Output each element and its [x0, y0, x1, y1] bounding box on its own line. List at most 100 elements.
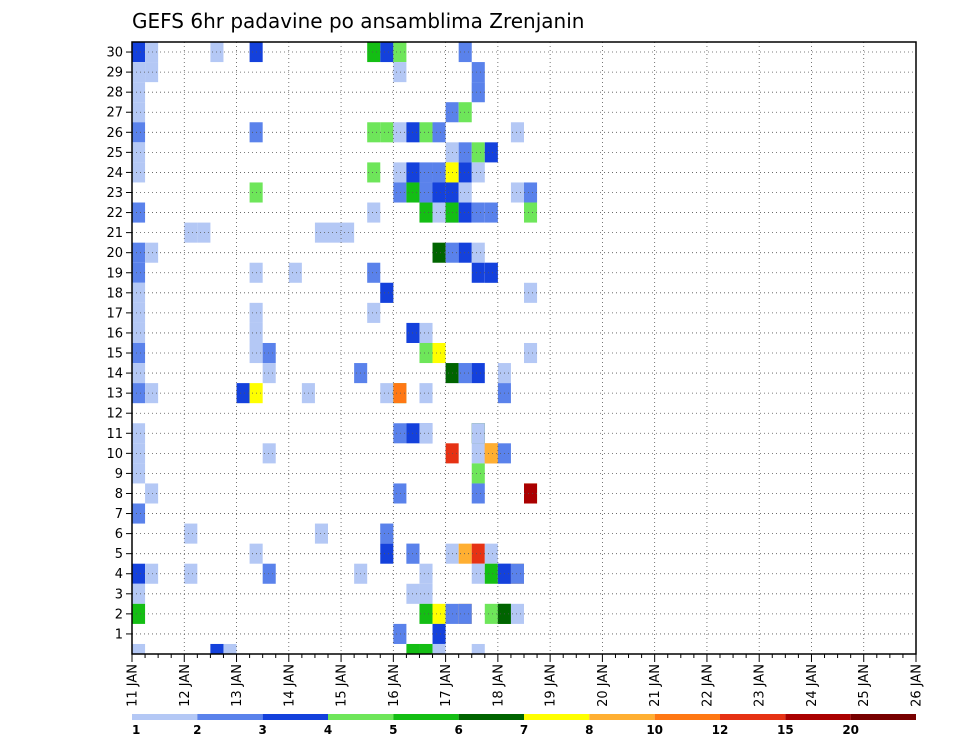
- legend-swatch: [132, 714, 198, 720]
- precip-cell: [288, 262, 302, 283]
- precip-cell: [367, 162, 381, 183]
- legend-label: 5: [389, 723, 397, 737]
- precip-cell: [132, 643, 146, 654]
- y-tick-label: 20: [106, 246, 123, 261]
- precip-cell: [484, 202, 498, 223]
- precip-cell: [380, 523, 394, 544]
- x-tick-label: 26 JAN: [910, 664, 925, 707]
- precip-cell: [484, 563, 498, 584]
- precip-cell: [328, 222, 342, 243]
- precip-cell: [419, 322, 433, 343]
- precip-cell: [262, 363, 276, 384]
- precip-cell: [484, 262, 498, 283]
- precip-cell: [341, 222, 355, 243]
- y-tick-label: 21: [106, 226, 123, 241]
- y-tick-label: 5: [115, 547, 123, 562]
- precip-cell: [432, 643, 446, 654]
- precip-cell: [471, 162, 485, 183]
- precip-cell: [145, 42, 159, 63]
- precip-cell: [510, 603, 524, 624]
- precip-cell: [393, 483, 407, 504]
- legend-label: 10: [646, 723, 663, 737]
- precip-cell: [380, 282, 394, 303]
- legend-label: 6: [454, 723, 462, 737]
- x-tick-label: 15 JAN: [335, 664, 350, 707]
- precip-cell: [210, 643, 224, 654]
- precip-cell: [393, 623, 407, 644]
- grid-lines: [132, 42, 917, 654]
- x-axis: 11 JAN 12 JAN 13 JAN 14 JAN 15 JAN 16 JAN 17 J…: [126, 654, 925, 707]
- legend-label: 4: [324, 723, 332, 737]
- precip-cell: [471, 463, 485, 484]
- precip-cell: [145, 242, 159, 263]
- y-tick-label: 8: [115, 487, 123, 502]
- y-tick-label: 10: [106, 447, 123, 462]
- precip-cell: [419, 342, 433, 364]
- precip-cell: [145, 62, 159, 83]
- y-tick-label: 28: [106, 86, 123, 101]
- precip-cell: [223, 643, 237, 654]
- y-axis: 1234567891011121314151617181920212223242…: [106, 46, 132, 642]
- legend-swatch: [328, 714, 394, 720]
- y-tick-label: 23: [106, 186, 123, 201]
- y-tick-label: 13: [106, 387, 123, 402]
- legend-label: 3: [258, 723, 266, 737]
- precip-cell: [432, 202, 446, 223]
- legend-swatch: [850, 714, 916, 720]
- precip-cell: [419, 162, 433, 183]
- precip-cell: [132, 342, 146, 364]
- precip-cell: [367, 42, 381, 63]
- x-tick-label: 21 JAN: [648, 664, 663, 707]
- precip-cell: [132, 62, 146, 83]
- y-tick-label: 22: [106, 206, 123, 221]
- x-tick-label: 14 JAN: [282, 664, 297, 707]
- y-tick-label: 26: [106, 126, 123, 141]
- precip-cell: [471, 242, 485, 263]
- x-tick-label: 20 JAN: [596, 664, 611, 707]
- precip-cell: [314, 222, 328, 243]
- precip-cell: [432, 342, 446, 364]
- precip-cell: [380, 543, 394, 564]
- precip-cell: [432, 162, 446, 183]
- precip-cell: [432, 182, 446, 203]
- legend-swatch: [589, 714, 655, 720]
- precip-cell: [419, 563, 433, 584]
- precip-cell: [132, 503, 146, 524]
- precip-cell: [471, 262, 485, 283]
- y-tick-label: 12: [106, 407, 123, 422]
- precip-cell: [458, 202, 472, 223]
- precip-cell: [132, 102, 146, 123]
- precip-cell: [419, 583, 433, 604]
- precip-cell: [393, 62, 407, 83]
- y-tick-label: 27: [106, 106, 123, 121]
- y-tick-label: 25: [106, 146, 123, 161]
- y-tick-label: 14: [106, 367, 123, 382]
- precip-cell: [132, 142, 146, 163]
- precip-cell: [262, 443, 276, 464]
- y-tick-label: 15: [106, 347, 123, 362]
- color-legend: 1 2 3 4 5 6 7 8 10 12 15 20: [132, 714, 916, 737]
- legend-swatch: [524, 714, 590, 720]
- precip-cell: [132, 423, 146, 444]
- precip-cell: [132, 463, 146, 484]
- precip-cell: [471, 82, 485, 103]
- x-tick-label: 11 JAN: [126, 664, 141, 707]
- precip-cell: [393, 182, 407, 203]
- precip-cell: [458, 102, 472, 123]
- legend-label: 15: [777, 723, 794, 737]
- precip-cell: [236, 383, 250, 404]
- y-tick-label: 18: [106, 286, 123, 301]
- precip-cell: [393, 383, 407, 404]
- precip-cell: [471, 563, 485, 584]
- precip-cell: [432, 623, 446, 644]
- precip-cell: [419, 603, 433, 624]
- y-tick-label: 29: [106, 66, 123, 81]
- precip-cell: [510, 182, 524, 203]
- x-tick-label: 23 JAN: [753, 664, 768, 707]
- precip-cell: [484, 543, 498, 564]
- precip-cell: [132, 82, 146, 103]
- precip-cell: [471, 363, 485, 384]
- y-tick-label: 11: [106, 427, 123, 442]
- precip-cell: [484, 142, 498, 163]
- precip-cell: [471, 202, 485, 223]
